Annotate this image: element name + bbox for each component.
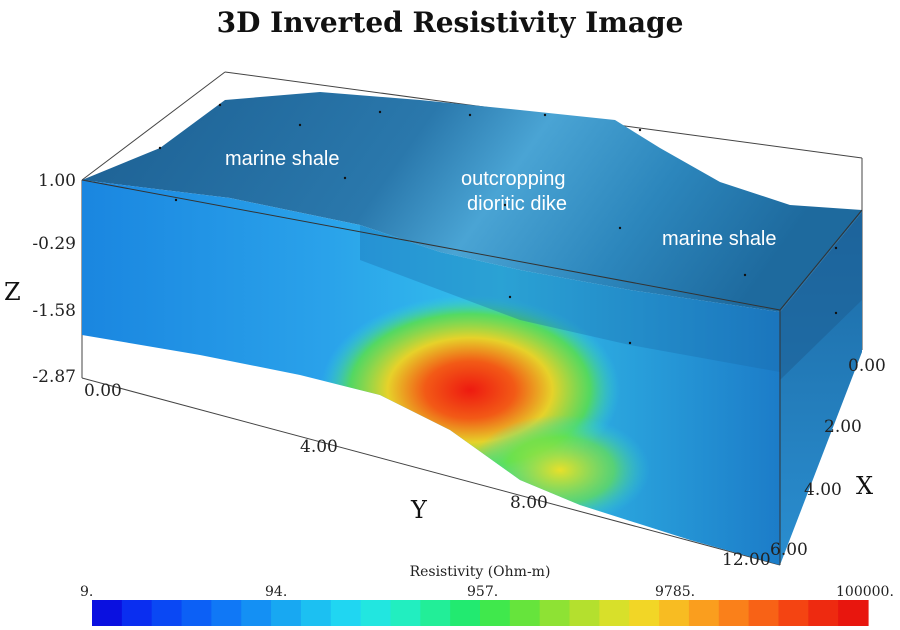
colorbar-tick: 9.: [80, 584, 93, 600]
y-tick-label: 0.00: [84, 381, 122, 401]
box-front-edges: [81, 179, 863, 565]
z-tick-label: -0.29: [32, 234, 76, 254]
x-tick-label: 6.00: [770, 540, 808, 560]
z-axis-label: Z: [4, 278, 21, 306]
chart-title: 3D Inverted Resistivity Image: [216, 6, 684, 39]
colorbar-tick: 957.: [467, 584, 498, 600]
colorbar-swatch: [241, 600, 272, 626]
grid-dots: [158, 103, 838, 345]
x-tick-label: 0.00: [848, 356, 886, 376]
anomaly-halo: [470, 415, 650, 525]
colorbar-swatch: [390, 600, 421, 626]
label-dioritic-dike: dioritic dike: [467, 193, 567, 215]
colorbar-swatch: [629, 600, 660, 626]
colorbar-swatch: [509, 600, 541, 626]
label-outcropping: outcropping: [461, 168, 566, 190]
colorbar-swatch: [92, 600, 123, 626]
colorbar-swatch: [211, 600, 242, 626]
colorbar-swatch: [420, 600, 451, 626]
x-tick-label: 4.00: [804, 480, 842, 500]
colorbar-swatch: [330, 600, 362, 626]
x-axis-label: X: [856, 472, 873, 500]
y-tick-label: 8.00: [510, 493, 548, 513]
colorbar-swatch: [539, 600, 571, 626]
x-axis: 0.00 2.00 4.00 6.00 X: [770, 356, 886, 560]
colorbar-swatch: [151, 600, 183, 626]
z-tick-label: -2.87: [32, 367, 76, 387]
colorbar-swatch: [748, 600, 780, 626]
colorbar-swatch: [659, 600, 690, 626]
colorbar-swatch: [569, 600, 600, 626]
label-marine-shale-left: marine shale: [225, 148, 340, 170]
colorbar-swatch: [480, 600, 511, 626]
colorbar-swatch: [360, 600, 392, 626]
y-axis-label: Y: [410, 496, 428, 524]
colorbar-swatch: [450, 600, 481, 626]
block-side-top-layer: [780, 212, 862, 380]
x-tick-label: 2.00: [824, 417, 862, 437]
colorbar-swatch: [271, 600, 302, 626]
colorbar-tick: 100000.: [836, 584, 894, 600]
colorbar-swatch: [838, 600, 869, 626]
y-axis: 0.00 4.00 8.00 12.00 Y: [84, 381, 771, 570]
colorbar-swatch: [688, 600, 720, 626]
z-tick-label: -1.58: [32, 301, 76, 321]
colorbar: [92, 600, 869, 626]
label-marine-shale-right: marine shale: [662, 228, 777, 250]
colorbar-tick: 9785.: [655, 584, 695, 600]
colorbar-swatch: [599, 600, 630, 626]
colorbar-swatch: [718, 600, 750, 626]
colorbar-swatch: [778, 600, 809, 626]
colorbar-swatch: [181, 600, 212, 626]
y-tick-label: 12.00: [722, 550, 771, 570]
colorbar-swatch: [808, 600, 839, 626]
colorbar-swatch: [300, 600, 332, 626]
z-tick-label: 1.00: [38, 171, 76, 191]
block-front-upper-layer: [360, 225, 780, 372]
colorbar-swatch: [121, 600, 153, 626]
colorbar-title: Resistivity (Ohm-m): [410, 564, 551, 580]
z-axis: 1.00 -0.29 -1.58 -2.87 Z: [4, 171, 76, 387]
y-tick-label: 4.00: [300, 437, 338, 457]
block-top-surface: [82, 92, 862, 312]
colorbar-tick: 94.: [265, 584, 287, 600]
